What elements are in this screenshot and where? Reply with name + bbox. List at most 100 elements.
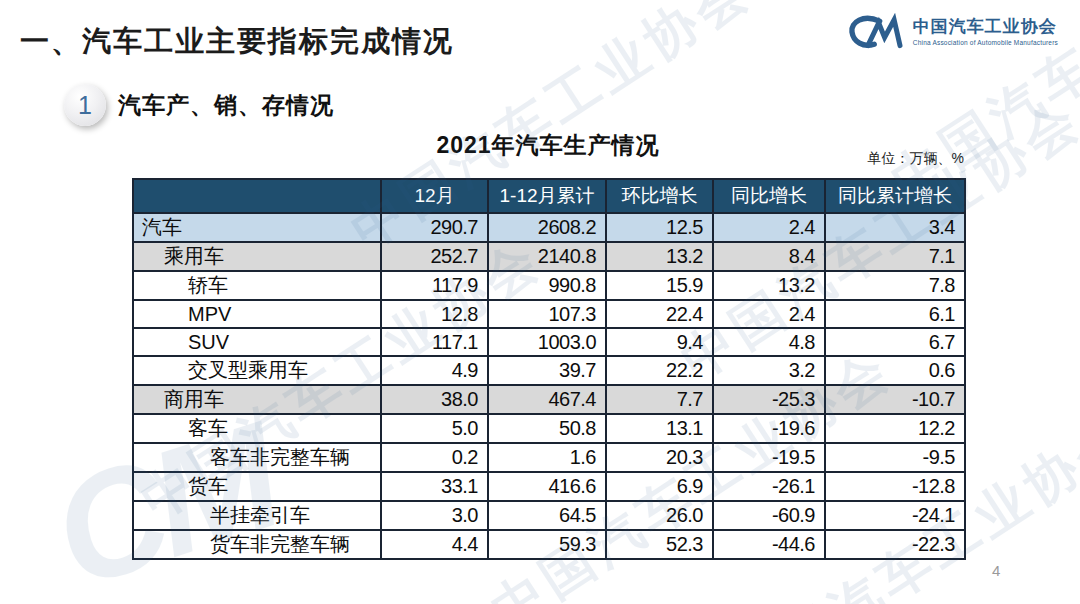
row-label: 货车非完整车辆 <box>133 530 381 559</box>
cell-value: -44.6 <box>713 530 825 559</box>
production-table: 12月1-12月累计环比增长同比增长同比累计增长 汽车290.72608.212… <box>132 178 966 560</box>
cell-value: -22.3 <box>825 530 965 559</box>
cell-value: 107.3 <box>488 300 606 328</box>
column-header: 1-12月累计 <box>488 179 606 213</box>
cell-value: 39.7 <box>488 356 606 385</box>
section-number-badge: 1 <box>64 84 106 126</box>
row-label: 乘用车 <box>133 242 381 271</box>
row-label: 货车 <box>133 472 381 501</box>
table-title: 2021年汽车生产情况 <box>132 130 964 161</box>
cell-value: 20.3 <box>606 443 713 472</box>
table-row: 轿车117.9990.815.913.27.8 <box>133 271 965 300</box>
cell-value: 7.7 <box>606 385 713 414</box>
section-heading: 1 汽车产、销、存情况 <box>64 84 334 126</box>
cell-value: 38.0 <box>381 385 488 414</box>
row-label: 轿车 <box>133 271 381 300</box>
table-row: 货车非完整车辆4.459.352.3-44.6-22.3 <box>133 530 965 559</box>
cell-value: 15.9 <box>606 271 713 300</box>
page-title: 一、汽车工业主要指标完成情况 <box>20 22 454 62</box>
cell-value: 467.4 <box>488 385 606 414</box>
cell-value: -26.1 <box>713 472 825 501</box>
cell-value: 6.9 <box>606 472 713 501</box>
table-row: MPV12.8107.322.42.46.1 <box>133 300 965 328</box>
cell-value: -24.1 <box>825 501 965 530</box>
page-number: 4 <box>992 562 1000 579</box>
production-table-body: 汽车290.72608.212.52.43.4乘用车252.72140.813.… <box>133 213 965 559</box>
cell-value: 50.8 <box>488 414 606 443</box>
cell-value: 3.2 <box>713 356 825 385</box>
cell-value: 290.7 <box>381 213 488 242</box>
cell-value: 4.4 <box>381 530 488 559</box>
caam-logo-name-cn: 中国汽车工业协会 <box>913 18 1058 37</box>
table-row: 客车非完整车辆0.21.620.3-19.5-9.5 <box>133 443 965 472</box>
cell-value: 7.1 <box>825 242 965 271</box>
table-row: 商用车38.0467.47.7-25.3-10.7 <box>133 385 965 414</box>
row-label: SUV <box>133 328 381 356</box>
cell-value: 2.4 <box>713 213 825 242</box>
section-title: 汽车产、销、存情况 <box>118 90 334 121</box>
cell-value: 7.8 <box>825 271 965 300</box>
cell-value: 0.6 <box>825 356 965 385</box>
caam-cm-logo-icon <box>847 12 905 52</box>
cell-value: 2140.8 <box>488 242 606 271</box>
table-row: 交叉型乘用车4.939.722.23.20.6 <box>133 356 965 385</box>
table-row: 汽车290.72608.212.52.43.4 <box>133 213 965 242</box>
column-header: 12月 <box>381 179 488 213</box>
cell-value: 12.2 <box>825 414 965 443</box>
cell-value: 8.4 <box>713 242 825 271</box>
cell-value: 3.4 <box>825 213 965 242</box>
slide: 中国汽车工业协会中国汽车工业协会中国汽车工业协会中国汽车工业协会中国汽车工业协会… <box>0 0 1080 604</box>
cell-value: 9.4 <box>606 328 713 356</box>
cell-value: 3.0 <box>381 501 488 530</box>
column-header: 同比累计增长 <box>825 179 965 213</box>
cell-value: -25.3 <box>713 385 825 414</box>
cell-value: -19.5 <box>713 443 825 472</box>
cell-value: 2608.2 <box>488 213 606 242</box>
cell-value: 13.2 <box>713 271 825 300</box>
caam-logo-text: 中国汽车工业协会 China Association of Automobile… <box>913 18 1058 46</box>
table-row: 半挂牵引车3.064.526.0-60.9-24.1 <box>133 501 965 530</box>
cell-value: -12.8 <box>825 472 965 501</box>
table-row: 货车33.1416.66.9-26.1-12.8 <box>133 472 965 501</box>
cell-value: 12.5 <box>606 213 713 242</box>
row-label: 客车 <box>133 414 381 443</box>
cell-value: 252.7 <box>381 242 488 271</box>
caam-logo-name-en: China Association of Automobile Manufact… <box>913 39 1058 46</box>
cell-value: -60.9 <box>713 501 825 530</box>
cell-value: 0.2 <box>381 443 488 472</box>
cell-value: 1.6 <box>488 443 606 472</box>
cell-value: -19.6 <box>713 414 825 443</box>
cell-value: 416.6 <box>488 472 606 501</box>
cell-value: 26.0 <box>606 501 713 530</box>
table-row: 乘用车252.72140.813.28.47.1 <box>133 242 965 271</box>
cell-value: 6.1 <box>825 300 965 328</box>
row-label: MPV <box>133 300 381 328</box>
cell-value: 59.3 <box>488 530 606 559</box>
cell-value: 4.8 <box>713 328 825 356</box>
cell-value: 117.9 <box>381 271 488 300</box>
cell-value: 13.1 <box>606 414 713 443</box>
table-row: 客车5.050.813.1-19.612.2 <box>133 414 965 443</box>
row-label: 半挂牵引车 <box>133 501 381 530</box>
row-label: 客车非完整车辆 <box>133 443 381 472</box>
row-label: 汽车 <box>133 213 381 242</box>
caam-logo: 中国汽车工业协会 China Association of Automobile… <box>847 12 1058 52</box>
cell-value: 13.2 <box>606 242 713 271</box>
cell-value: 52.3 <box>606 530 713 559</box>
cell-value: 990.8 <box>488 271 606 300</box>
row-label: 商用车 <box>133 385 381 414</box>
table-row: SUV117.11003.09.44.86.7 <box>133 328 965 356</box>
cell-value: 22.4 <box>606 300 713 328</box>
cell-value: -9.5 <box>825 443 965 472</box>
column-header-empty <box>133 179 381 213</box>
cell-value: 12.8 <box>381 300 488 328</box>
cell-value: -10.7 <box>825 385 965 414</box>
cell-value: 64.5 <box>488 501 606 530</box>
row-label: 交叉型乘用车 <box>133 356 381 385</box>
column-header: 环比增长 <box>606 179 713 213</box>
cell-value: 2.4 <box>713 300 825 328</box>
cell-value: 33.1 <box>381 472 488 501</box>
cell-value: 117.1 <box>381 328 488 356</box>
column-header: 同比增长 <box>713 179 825 213</box>
cell-value: 22.2 <box>606 356 713 385</box>
